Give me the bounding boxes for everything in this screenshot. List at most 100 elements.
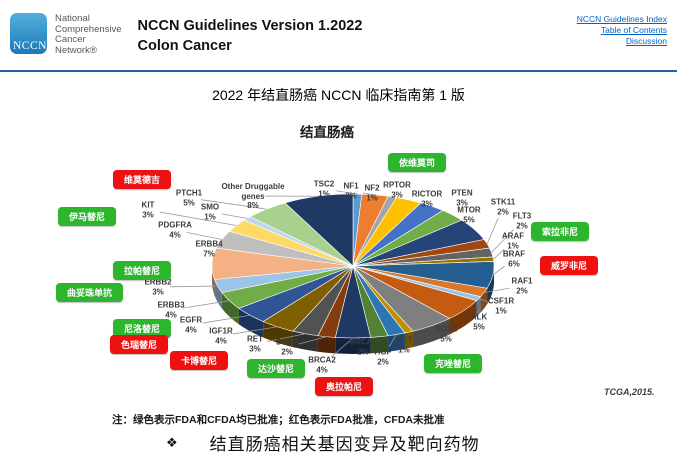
leader-line-ERBB3: [182, 300, 230, 309]
header-divider: [0, 70, 677, 72]
gene-label-FLT3: FLT3 2%: [512, 211, 532, 231]
pie-slice-side-BRCA2: [335, 337, 371, 354]
pie-slice-side-CSF1R: [476, 296, 481, 317]
link-table-of-contents[interactable]: Table of Contents: [600, 25, 667, 35]
drug-label-色瑞替尼: 色瑞替尼: [110, 335, 169, 354]
pie-slice-side-ROS1: [413, 318, 450, 348]
org-line: Network®: [55, 44, 97, 56]
drug-label-达沙替尼: 达沙替尼: [247, 359, 306, 378]
leader-line-TSC2: [335, 190, 358, 195]
pie-slice-side-HGF: [388, 332, 405, 352]
pie-slice-NF1: [352, 193, 389, 267]
pie-slice-RET: [292, 265, 354, 337]
legend-note: 注：绿色表示FDA和CFDA均已批准；红色表示FDA批准，CFDA未批准: [112, 414, 445, 426]
gene-label-BRCA2: BRCA2 4%: [308, 355, 336, 375]
drug-label-威罗非尼: 威罗非尼: [540, 256, 599, 275]
drug-label-拉帕替尼: 拉帕替尼: [113, 261, 172, 280]
footer-bullet-line: ❖ 结直肠癌相关基因变异及靶向药物: [166, 430, 480, 455]
gene-label-HGF: HGF 2%: [374, 347, 392, 367]
leader-line-BRAF: [492, 265, 505, 276]
pie-slice-Other Druggable genes: [284, 193, 354, 267]
pie-slice-KIT: [228, 219, 354, 267]
pie-slice-BRAF: [352, 261, 495, 289]
pie-slice-TSC2: [352, 193, 363, 267]
document-title: NCCN Guidelines Version 1.2022 Colon Can…: [138, 13, 363, 56]
drug-label-克唑替尼: 克唑替尼: [424, 354, 483, 373]
pie-slice-HGF: [352, 265, 406, 337]
pie-slice-side-ERBB2: [214, 279, 222, 309]
gene-label-ERBB2: ERBB2 3%: [144, 277, 172, 297]
leader-line-PDGFRA: [186, 231, 222, 240]
gene-label-MET: MET 1%: [395, 335, 413, 355]
leader-line-ARAF: [493, 248, 505, 260]
pie-slice-side-BRCA1: [370, 335, 389, 354]
pie-slice-MET: [352, 265, 414, 334]
drug-label-曲妥珠单抗: 曲妥珠单抗: [56, 283, 124, 302]
diamond-bullet-icon: ❖: [166, 434, 178, 450]
gene-label-PDGFRA: PDGFRA 4%: [158, 220, 192, 240]
pie-slice-side-IGF1R: [263, 321, 293, 348]
gene-label-SMO: SMO 1%: [200, 202, 220, 222]
pie-slice-ERBB4: [211, 247, 354, 280]
guidelines-version: NCCN Guidelines Version 1.2022: [137, 18, 363, 34]
pie-slice-RAF1: [352, 265, 488, 297]
pie-slice-ERBB2: [214, 265, 354, 293]
gene-label-TSC2: TSC2 1%: [313, 179, 335, 199]
pie-slice-ROS1: [352, 265, 451, 332]
leader-line-HGF: [388, 334, 397, 347]
gene-label-RPTOR: RPTOR 3%: [383, 180, 411, 200]
org-line: Comprehensive: [55, 23, 122, 35]
gene-label-RET: RET 3%: [247, 334, 263, 354]
pie-slice-side-MET: [404, 331, 414, 349]
gene-label-NF2: NF2 1%: [364, 183, 380, 203]
pie-slice-MTOR: [352, 219, 485, 267]
link-guidelines-index[interactable]: NCCN Guidelines Index: [576, 14, 667, 24]
leader-line-EGFR: [202, 314, 251, 324]
gene-label-RICTOR: RICTOR 3%: [411, 189, 443, 209]
link-discussion[interactable]: Discussion: [625, 36, 667, 46]
pie-slice-STK11: [352, 239, 491, 267]
pie-slice-FLT3: [352, 247, 494, 267]
gene-label-ERBB4: ERBB4 7%: [195, 239, 223, 259]
leader-line-RAF1: [484, 287, 511, 293]
pie-slice-PTCH1: [249, 202, 354, 267]
page-subtitle: 2022 年结直肠癌 NCCN 临床指南第 1 版: [212, 87, 465, 103]
nccn-logo: NCCN: [10, 13, 47, 54]
gene-label-STK11: STK11 2%: [490, 197, 516, 217]
gene-label-NF1: NF1 3%: [343, 181, 359, 201]
org-line: Cancer: [55, 34, 86, 45]
leader-line-FLT3: [491, 229, 514, 253]
pie-slice-ALK: [352, 265, 478, 319]
gene-label-KIT: KIT 3%: [141, 200, 155, 220]
gene-label-RAF1: RAF1 2%: [511, 276, 533, 296]
pie-slice-ARAF: [352, 256, 495, 267]
pie-slice-side-ALK: [449, 300, 477, 335]
org-name: National Comprehensive Cancer Network®: [55, 13, 122, 56]
pie-slice-side-ERBB4: [212, 266, 215, 296]
pie-slice-side-ERBB3: [221, 292, 239, 325]
pie-slice-side-DDR2: [317, 335, 336, 354]
pie-slice-BRCA2: [334, 265, 372, 339]
pie-slice-side-BRAF: [487, 266, 494, 305]
gene-label-ROS1: ROS1 5%: [435, 324, 457, 344]
pie-slice-NF2: [352, 195, 398, 267]
drug-label-卡博替尼: 卡博替尼: [170, 351, 229, 370]
leader-line-ERBB2: [169, 285, 218, 288]
header-links: NCCN Guidelines Index Table of Contents …: [577, 13, 667, 47]
leader-line-SMO: [221, 213, 248, 219]
drug-label-索拉非尼: 索拉非尼: [531, 222, 590, 241]
pie-slice-RICTOR: [352, 202, 444, 267]
gene-label-Other Druggable genes: Other Druggable genes 8%: [221, 181, 285, 210]
gene-label-EGFR: EGFR 4%: [179, 315, 203, 335]
drug-label-依维莫司: 依维莫司: [388, 153, 447, 172]
gene-label-ALK: ALK 5%: [470, 312, 488, 332]
header: NCCN National Comprehensive Cancer Netwo…: [0, 0, 677, 66]
pie-slice-side-RET: [292, 331, 318, 352]
pie-slice-side-EGFR: [238, 308, 264, 338]
pie-slice-SMO: [243, 216, 354, 267]
data-source: TCGA,2015.: [604, 387, 655, 397]
gene-label-PTCH1: PTCH1 5%: [175, 188, 203, 208]
pie-slice-IGF1R: [262, 265, 354, 332]
pie-slice-CSF1R: [352, 265, 482, 302]
